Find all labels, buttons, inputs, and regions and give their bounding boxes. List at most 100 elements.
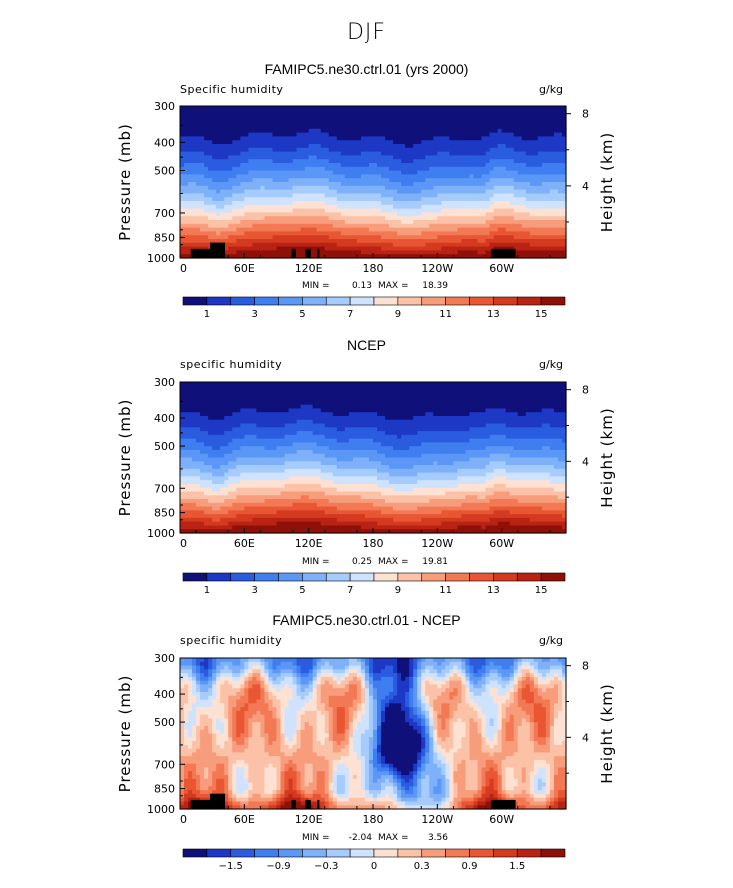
field-cell: [300, 242, 306, 248]
field-cell: [316, 185, 322, 191]
field-cell: [220, 514, 225, 519]
unit-label: g/kg: [539, 358, 564, 371]
field-cell: [212, 125, 217, 130]
field-cell: [356, 242, 362, 248]
field-cell: [389, 216, 394, 221]
field-cell: [196, 109, 201, 115]
field-cell: [421, 216, 426, 221]
field-cell: [421, 239, 426, 244]
field-cell: [457, 159, 463, 164]
field-cell: [356, 136, 362, 141]
field-cell: [368, 155, 374, 160]
field-cell: [437, 166, 442, 172]
field-cell: [461, 132, 467, 137]
field-cell: [557, 227, 563, 232]
field-cell: [328, 212, 334, 217]
field-cell: [188, 109, 193, 115]
field-cell: [228, 250, 233, 255]
field-cell: [352, 151, 358, 156]
field-cell: [180, 491, 185, 496]
field-cell: [457, 227, 463, 232]
field-cell: [268, 166, 274, 172]
field-cell: [244, 491, 249, 496]
field-cell: [260, 216, 266, 221]
field-cell: [344, 121, 350, 126]
field-cell: [561, 254, 567, 259]
field-cell: [296, 136, 302, 141]
field-cell: [180, 223, 185, 229]
field-cell: [381, 132, 386, 137]
field-cell: [256, 446, 262, 451]
field-cell: [465, 132, 471, 137]
field-cell: [312, 125, 318, 130]
field-cell: [413, 250, 418, 255]
field-cell: [437, 113, 442, 118]
field-cell: [328, 109, 334, 115]
field-cell: [268, 495, 274, 500]
field-cell: [457, 155, 463, 160]
field-cell: [493, 220, 499, 225]
field-cell: [453, 140, 459, 145]
field-cell: [256, 502, 262, 508]
field-cell: [216, 487, 221, 493]
field-cell: [332, 170, 338, 175]
field-cell: [296, 117, 302, 122]
field-cell: [521, 113, 527, 118]
field-cell: [208, 415, 213, 421]
field-cell: [497, 239, 503, 244]
field-cell: [549, 140, 555, 145]
field-cell: [501, 223, 507, 229]
field-cell: [224, 431, 229, 436]
field-cell: [276, 166, 282, 172]
field-cell: [336, 113, 342, 118]
field-cell: [364, 163, 370, 168]
field-cell: [288, 182, 294, 187]
field-cell: [292, 170, 298, 175]
field-cell: [429, 151, 434, 156]
field-cell: [425, 254, 430, 259]
field-cell: [437, 220, 442, 225]
field-cell: [441, 254, 446, 259]
field-cell: [501, 185, 507, 191]
field-cell: [252, 178, 257, 183]
field-cell: [489, 182, 495, 187]
field-cell: [232, 155, 237, 160]
field-cell: [545, 121, 551, 126]
field-cell: [296, 163, 302, 168]
field-cell: [533, 242, 539, 248]
field-cell: [248, 434, 253, 440]
field-cell: [288, 220, 294, 225]
field-cell: [493, 227, 499, 232]
field-cell: [264, 397, 270, 402]
field-cell: [465, 220, 471, 225]
field-cell: [292, 242, 298, 248]
field-cell: [188, 521, 193, 527]
field-cell: [276, 235, 282, 240]
field-cell: [521, 235, 527, 240]
field-cell: [489, 132, 495, 137]
field-cell: [216, 404, 221, 410]
field-cell: [409, 204, 414, 210]
field-cell: [352, 170, 358, 175]
field-cell: [473, 174, 479, 179]
field-cell: [284, 201, 290, 206]
field-cell: [505, 140, 511, 145]
field-cell: [184, 227, 189, 232]
field-cell: [316, 204, 322, 210]
field-cell: [457, 121, 463, 126]
field-cell: [541, 201, 547, 206]
field-cell: [200, 231, 205, 236]
field-cell: [220, 201, 225, 206]
field-cell: [517, 246, 523, 251]
field-cell: [509, 197, 515, 202]
field-cell: [461, 170, 467, 175]
field-cell: [397, 163, 402, 168]
field-cell: [525, 208, 531, 213]
field-cell: [228, 529, 233, 534]
field-cell: [240, 517, 245, 523]
field-cell: [252, 125, 257, 130]
field-cell: [477, 239, 483, 244]
field-cell: [180, 185, 185, 191]
field-cell: [553, 231, 559, 236]
field-cell: [377, 128, 382, 134]
